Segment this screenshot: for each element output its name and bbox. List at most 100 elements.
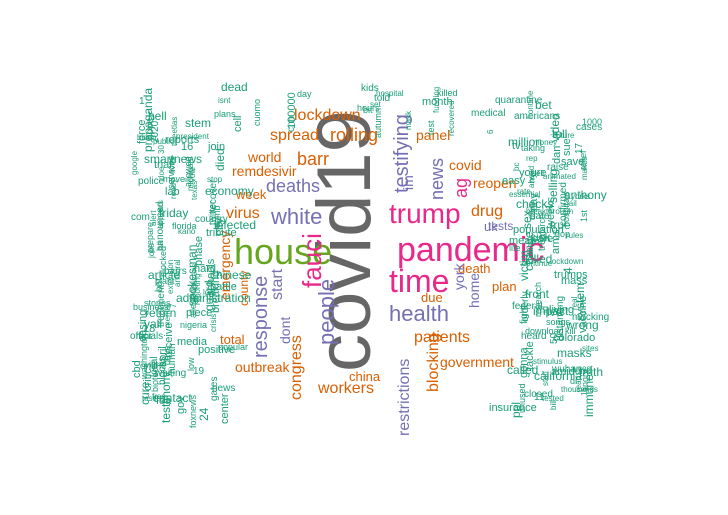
word: government <box>440 354 514 370</box>
word: taking <box>521 143 546 153</box>
word: future <box>554 131 575 140</box>
word: fight <box>519 305 530 324</box>
word: toll <box>552 127 568 141</box>
word: colorado <box>553 332 596 344</box>
word: stimulus <box>533 357 563 366</box>
word: police <box>138 176 165 187</box>
word: tribute <box>206 227 237 239</box>
word: remdesivir <box>232 163 297 179</box>
word: tv <box>512 140 521 152</box>
word: panel <box>416 127 451 143</box>
word: start <box>269 268 286 300</box>
word: meat <box>509 235 534 247</box>
word: bat <box>154 278 165 292</box>
word: 17 <box>574 142 585 154</box>
word: isnt <box>218 96 231 105</box>
word: dr <box>570 376 579 386</box>
word: plans <box>214 109 236 119</box>
word: contact <box>153 391 192 405</box>
word: mass <box>561 275 588 287</box>
word: kids <box>361 83 379 94</box>
word: chinese <box>210 268 252 282</box>
word: rate <box>517 187 531 196</box>
word: citizens <box>190 263 199 290</box>
word: article <box>148 268 181 282</box>
word: trump <box>389 198 461 229</box>
word: reports <box>165 134 200 146</box>
word: florida <box>172 221 197 231</box>
word: free <box>152 392 166 401</box>
word: wrong <box>566 318 599 332</box>
word: barrs <box>164 266 187 277</box>
word: staff <box>541 371 550 386</box>
word: insurance <box>489 402 537 414</box>
word: news <box>212 383 236 394</box>
word: frontline <box>526 90 535 119</box>
word: checks <box>516 197 554 211</box>
word: tackle <box>524 341 536 370</box>
word: medical <box>471 108 506 119</box>
word: pandemic <box>397 231 545 269</box>
word: hard <box>194 263 217 275</box>
word: allowed <box>183 156 193 187</box>
word: death <box>458 261 491 276</box>
word: download <box>525 326 564 336</box>
word: waiting <box>155 368 187 379</box>
word: sites <box>582 344 599 353</box>
word: daily <box>527 201 537 220</box>
word: stem <box>185 116 212 130</box>
word: essential <box>509 190 541 199</box>
word: deaths <box>266 176 321 196</box>
word: easing <box>137 309 149 342</box>
word: lost <box>203 288 216 297</box>
word: raise <box>547 162 569 173</box>
word: 1st <box>579 209 589 222</box>
word: uk <box>484 219 498 234</box>
word: masks <box>557 346 592 360</box>
word: money <box>533 138 558 147</box>
word: officials <box>130 331 164 342</box>
word: com <box>131 212 150 223</box>
word: total <box>220 332 245 347</box>
word: save <box>561 156 585 168</box>
word: president <box>176 132 209 141</box>
word: home <box>466 272 482 308</box>
word: care <box>532 233 554 245</box>
word: antiviral <box>173 259 182 287</box>
word: million <box>508 135 543 149</box>
word: ppl <box>509 401 523 418</box>
word: media <box>177 336 207 348</box>
word: animated <box>543 172 576 181</box>
word: rent <box>136 331 152 341</box>
word: biden <box>137 133 157 142</box>
word: youre <box>519 167 547 179</box>
word: killed <box>525 252 553 266</box>
word: cnn <box>286 115 297 132</box>
word: ha <box>155 240 165 251</box>
word: bet <box>535 98 552 112</box>
word: heard <box>521 331 547 342</box>
word: 15 <box>580 387 589 396</box>
word: dan <box>551 145 563 164</box>
word: spread <box>270 127 319 144</box>
word: stories <box>144 298 171 308</box>
word: rules <box>566 231 584 240</box>
word: smartnews <box>144 152 203 166</box>
word: 1000 <box>582 117 603 127</box>
word: return <box>145 306 177 320</box>
word: test <box>426 120 436 135</box>
word: popular <box>218 342 249 352</box>
word: 24 <box>197 407 211 421</box>
word: ag <box>451 177 471 198</box>
word: truth <box>579 365 604 379</box>
word: due <box>421 290 443 305</box>
word: plan <box>492 279 517 294</box>
word: gop <box>555 229 571 239</box>
word: sick <box>530 230 551 244</box>
word: month <box>422 96 453 108</box>
word: 50 <box>549 332 560 344</box>
word: bill <box>549 400 558 410</box>
word: 16 <box>181 141 194 153</box>
word: cbd <box>131 360 143 378</box>
word: 18 <box>143 323 156 335</box>
